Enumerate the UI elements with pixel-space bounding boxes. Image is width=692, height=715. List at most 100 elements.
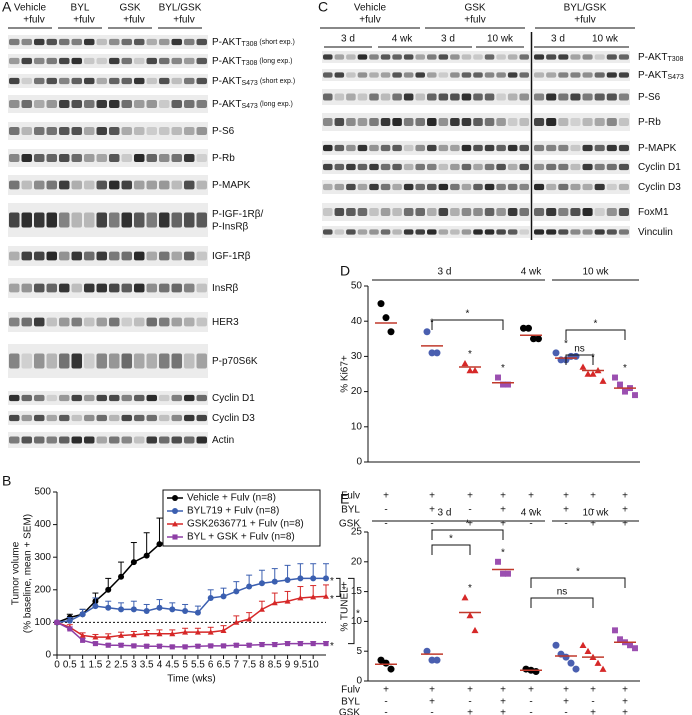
blot-band	[484, 144, 495, 152]
blot-band	[323, 72, 333, 78]
blot-band	[134, 180, 145, 190]
marker	[272, 642, 278, 648]
row-label: P-AKTS473 (long exp.)	[212, 99, 293, 110]
legend-label: BYL + GSK + Fulv (n=8)	[187, 532, 295, 543]
bracket	[431, 544, 471, 555]
sign: -	[591, 505, 594, 516]
x-tick-label: 2	[105, 660, 111, 671]
blot-band	[606, 54, 617, 60]
blot-band	[346, 54, 356, 60]
sign: +	[563, 491, 569, 502]
x-tick-label: 8	[259, 660, 265, 671]
row-label: P-S6	[212, 126, 235, 137]
blot-band	[159, 100, 170, 108]
annotation: *	[501, 363, 505, 374]
blot-band	[380, 93, 391, 101]
blot-band	[546, 118, 557, 126]
marker	[79, 611, 86, 618]
blot-band	[146, 154, 157, 162]
blot-band	[507, 163, 518, 171]
blot-band	[606, 183, 617, 191]
blot-band	[109, 77, 120, 85]
blot-band	[334, 118, 345, 126]
blot-band	[438, 163, 449, 171]
y-tick-label: 5	[356, 646, 362, 657]
blot-band	[34, 38, 45, 46]
blot-band	[346, 118, 356, 126]
y-tick-label: 500	[34, 487, 51, 498]
blot-strip	[533, 113, 630, 131]
row-label-part: FoxM1	[638, 207, 669, 218]
blot-band	[96, 283, 107, 293]
blot-band	[84, 38, 95, 46]
blot-band	[427, 93, 437, 101]
marker	[92, 603, 99, 610]
blot-strip	[8, 54, 208, 68]
blot-band	[403, 72, 414, 78]
blot-band	[21, 127, 32, 135]
blot-band	[507, 208, 518, 216]
blot-band	[121, 180, 132, 190]
blot-band	[196, 100, 207, 108]
blot-band	[618, 93, 629, 101]
blot-band	[121, 127, 132, 135]
blot-band	[369, 93, 379, 101]
blot-band	[84, 180, 95, 190]
blot-band	[484, 93, 495, 101]
row-label: P-AKTT308 (short exp.)	[212, 37, 295, 48]
blot-band	[594, 183, 605, 191]
blot-band	[558, 118, 569, 126]
blot-band	[196, 251, 207, 261]
annotation: *	[330, 594, 334, 605]
y-tick-label: 20	[351, 556, 363, 567]
blot-band	[9, 436, 20, 444]
blot-band	[507, 118, 518, 126]
blot-band	[357, 183, 368, 191]
y-tick-label: 10	[351, 421, 363, 432]
blot-band	[357, 72, 368, 78]
blot-band	[507, 183, 518, 191]
blot-band	[334, 93, 345, 101]
blot-band	[96, 436, 107, 444]
sign: -	[564, 519, 567, 530]
marker	[310, 575, 317, 582]
blot-band	[519, 72, 529, 78]
blot-band	[403, 54, 414, 60]
annotation: *	[449, 534, 453, 545]
blot-band	[184, 317, 195, 327]
blot-band	[34, 212, 45, 228]
blot-band	[146, 414, 157, 422]
blot-band	[121, 38, 132, 46]
row-label-part: S473	[241, 103, 257, 110]
blot-band	[171, 154, 182, 162]
blot-band	[184, 100, 195, 108]
blot-band	[146, 436, 157, 444]
blot-band	[184, 436, 195, 444]
row-label-part: InsRβ	[212, 283, 239, 294]
row-label: BYL	[341, 697, 360, 708]
blot-band	[171, 180, 182, 190]
blot-band	[582, 118, 593, 126]
blot-band	[21, 353, 32, 369]
marker	[156, 604, 163, 611]
blot-band	[109, 154, 120, 162]
row-label: Cyclin D1	[212, 393, 255, 404]
marker	[505, 381, 511, 388]
blot-strip	[533, 180, 630, 194]
sign: -	[430, 708, 433, 715]
marker	[105, 586, 112, 593]
y-tick-label: 0	[45, 650, 51, 661]
row-label-part: P-AKT	[638, 52, 667, 63]
row-label: GSK	[339, 708, 360, 715]
blot-band	[46, 38, 57, 46]
marker	[172, 495, 178, 501]
blot-band	[9, 57, 20, 65]
marker	[520, 324, 527, 332]
blot-band	[357, 93, 368, 101]
blot-band	[334, 144, 345, 152]
blot-band	[570, 118, 581, 126]
blot-band	[96, 77, 107, 85]
row-label-part: P-MAPK	[212, 180, 251, 191]
marker	[118, 573, 125, 580]
blot-band	[109, 38, 120, 46]
